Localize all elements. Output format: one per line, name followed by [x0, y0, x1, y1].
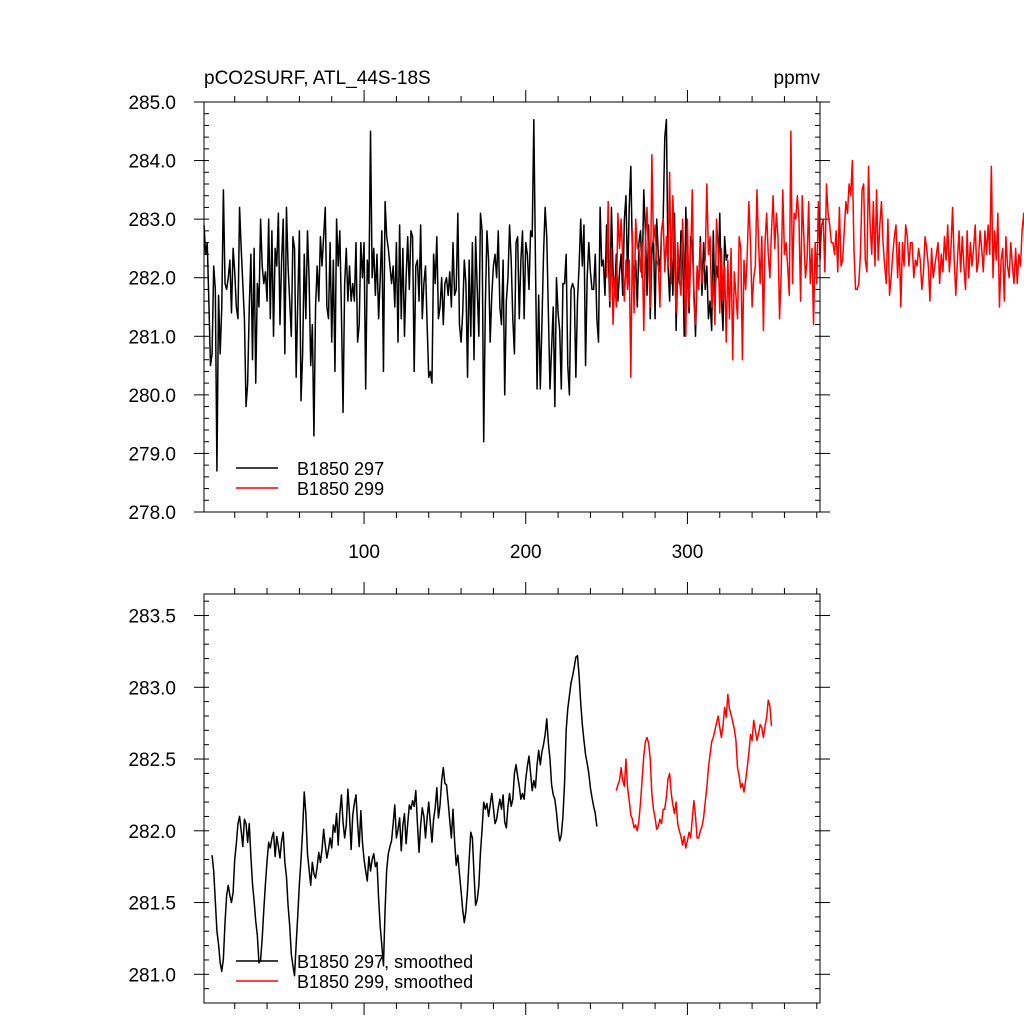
legend-label: B1850 299, smoothed — [297, 972, 473, 992]
major-ticks: 100 200 300 278.0 279.0 280.0 281.0 282.0 283.0 2… — [128, 90, 830, 563]
x-tick-label: 300 — [672, 542, 704, 563]
minor-ticks — [204, 588, 820, 1009]
series-group — [211, 654, 773, 977]
plot-frame — [203, 101, 821, 513]
y-tick-label: 282.5 — [128, 750, 176, 771]
legend-label: B1850 297, smoothed — [297, 952, 473, 972]
y-tick-label: 281.5 — [128, 894, 176, 915]
legend-label: B1850 299 — [297, 479, 384, 499]
y-tick-label: 281.0 — [128, 327, 176, 348]
y-tick-label: 283.5 — [128, 607, 176, 628]
series-line-b1850-299 — [605, 130, 1024, 379]
x-tick-label: 200 — [510, 542, 542, 563]
title-left: pCO2SURF, ATL_44S-18S — [204, 68, 431, 89]
y-tick-label: 282.0 — [128, 822, 176, 843]
y-tick-label: 284.0 — [128, 152, 176, 173]
legend-label: B1850 297 — [297, 459, 384, 479]
y-tick-label: 282.0 — [128, 269, 176, 290]
y-tick-label: 283.0 — [128, 678, 176, 699]
y-tick-label: 285.0 — [128, 93, 176, 114]
y-tick-label: 279.0 — [128, 444, 176, 465]
y-tick-label: 281.0 — [128, 965, 176, 986]
y-tick-label: 280.0 — [128, 386, 176, 407]
y-tick-label: 278.0 — [128, 503, 176, 524]
title-right: ppmv — [774, 68, 821, 89]
series-group — [203, 118, 1024, 472]
y-tick-label: 283.0 — [128, 210, 176, 231]
x-tick-label: 100 — [348, 542, 380, 563]
chart-bottom: 281.0 281.5 282.0 282.5 283.0 283.5 B1850 297… — [128, 582, 830, 1015]
series-line-b1850-297-smoothed — [211, 654, 598, 977]
major-ticks: 281.0 281.5 282.0 282.5 283.0 283.5 — [128, 582, 830, 1015]
plot-frame — [203, 593, 821, 1004]
series-line-b1850-297 — [203, 118, 729, 472]
series-line-b1850-299-smoothed — [615, 693, 773, 849]
chart-top: pCO2SURF, ATL_44S-18S ppmv 100 200 300 278.… — [128, 68, 1024, 563]
